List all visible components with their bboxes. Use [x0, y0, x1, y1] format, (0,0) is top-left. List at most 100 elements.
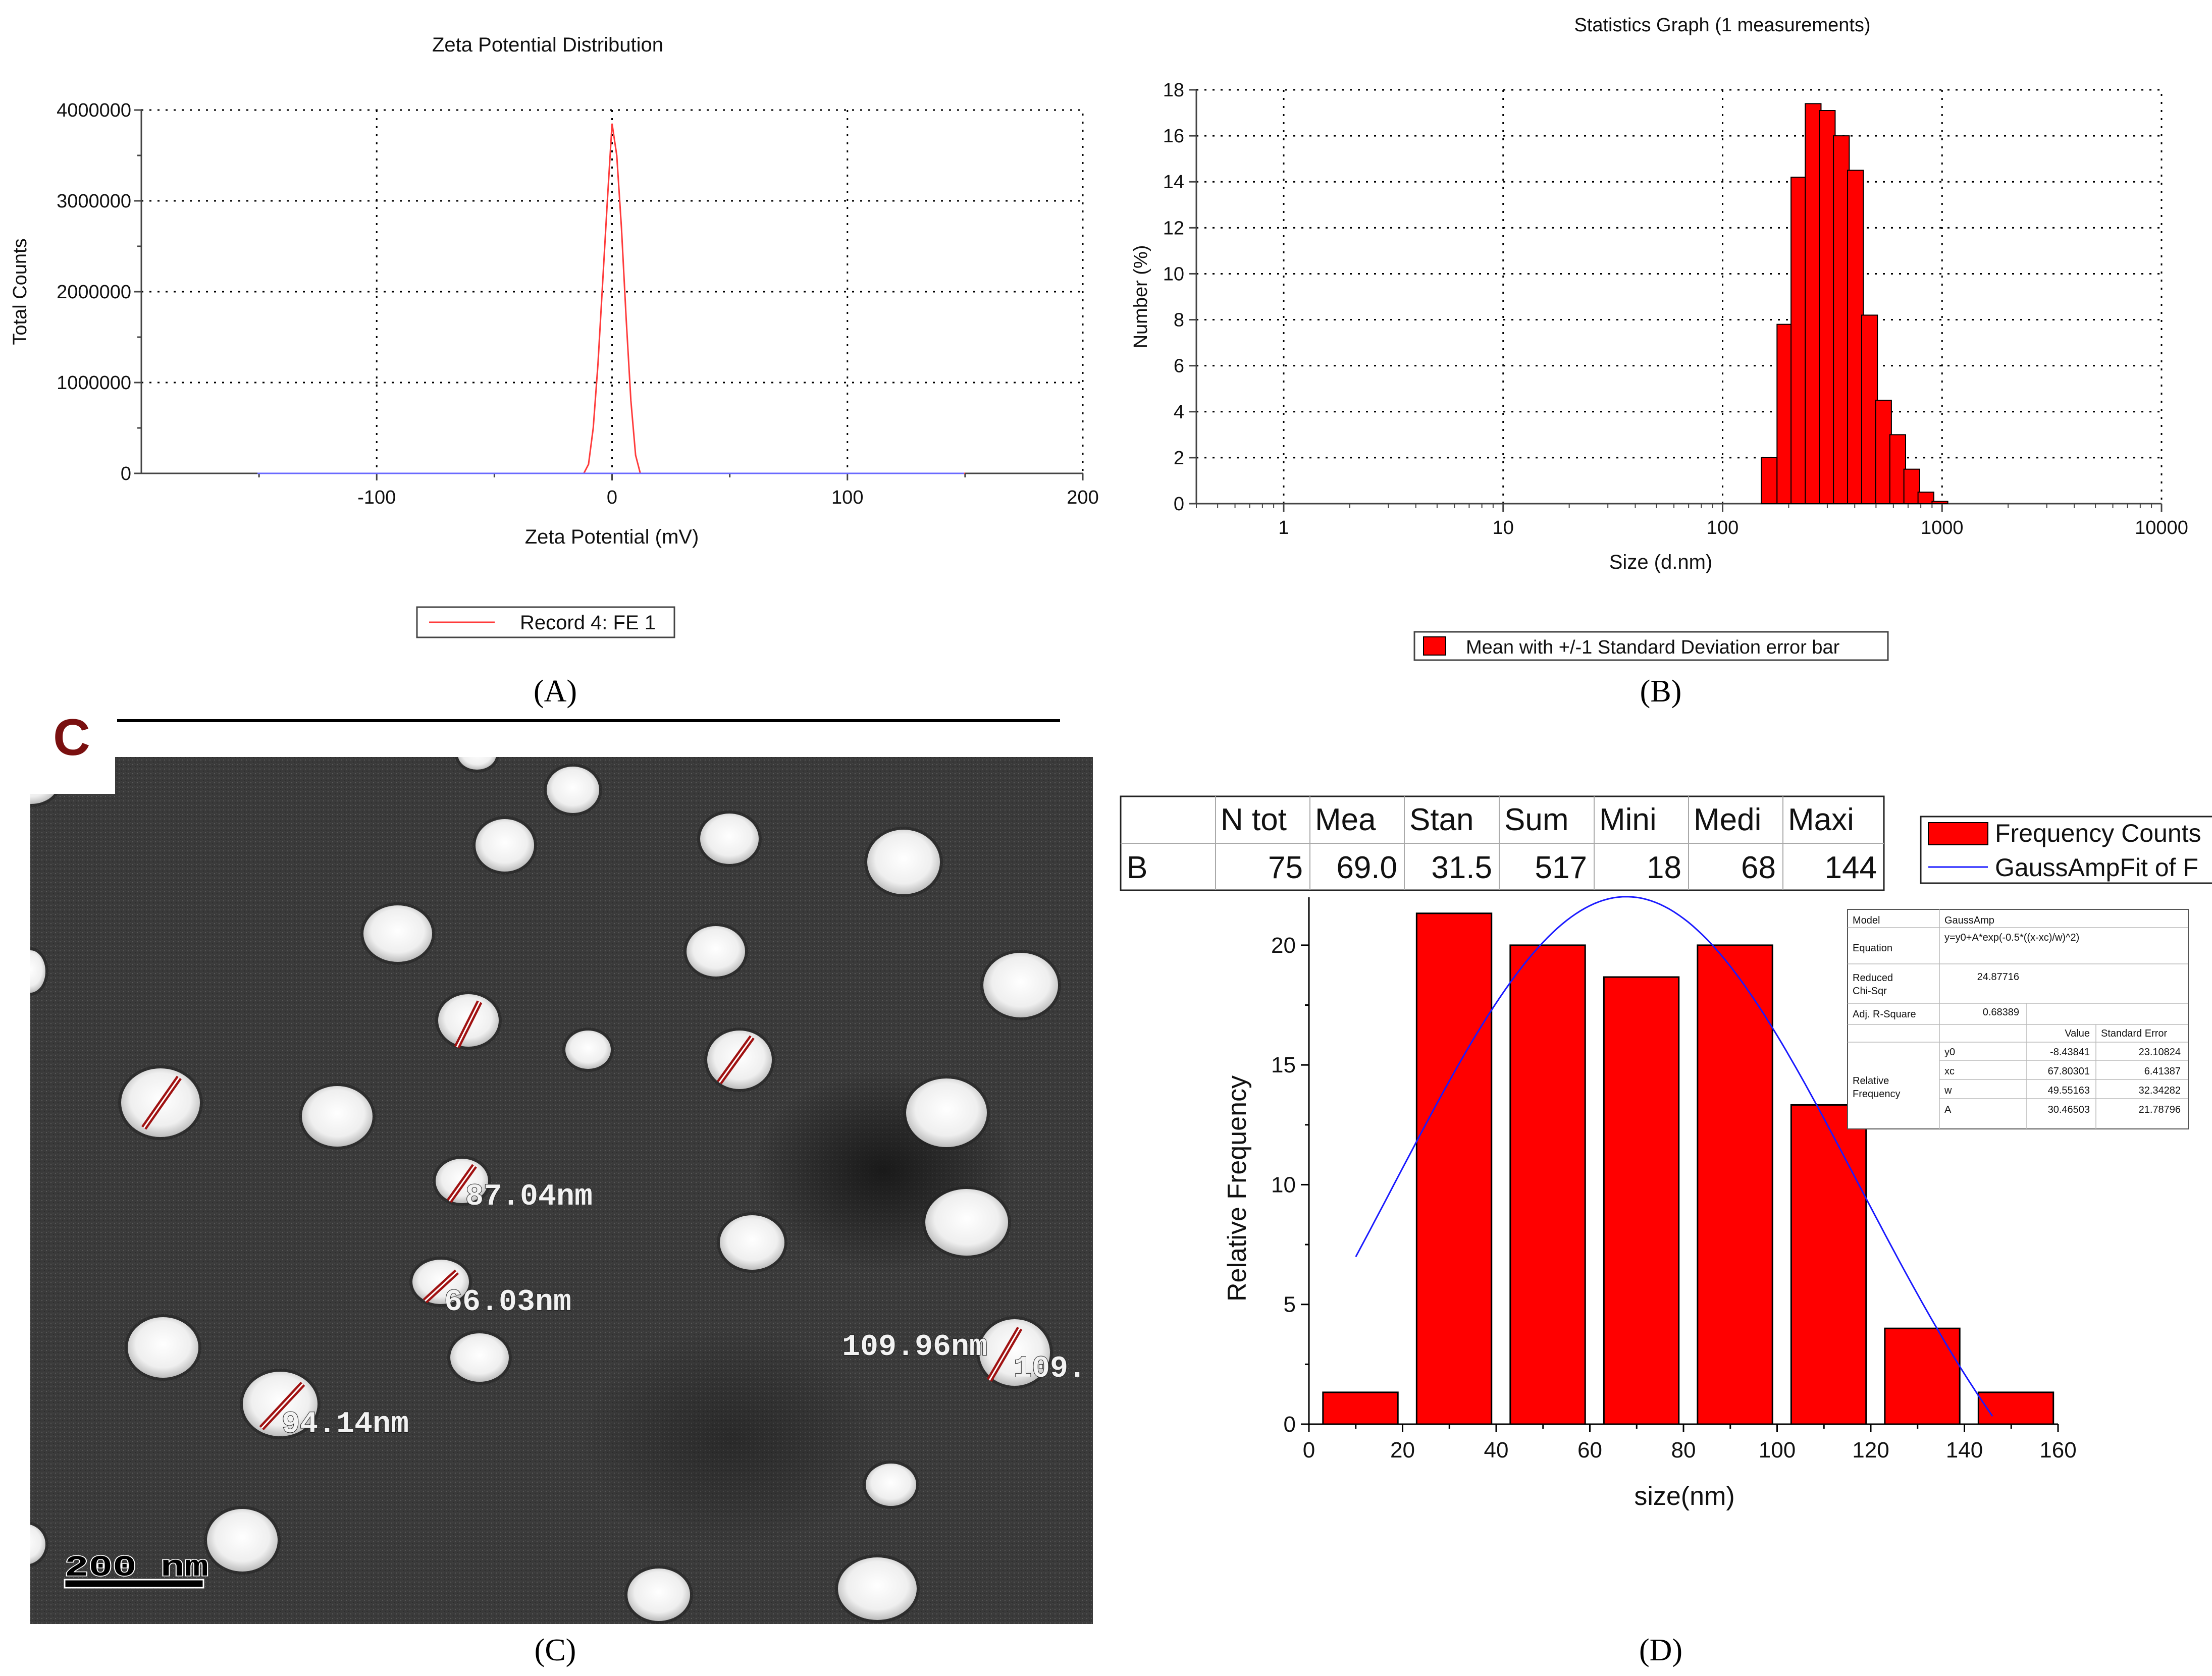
chart-a-x-label: Zeta Potential (mV)	[525, 526, 699, 548]
chart-a-x-tick-label: 100	[831, 487, 863, 508]
stats-table-header-cell: Medi	[1694, 802, 1761, 837]
tem-annotation-87nm: 87.04nm	[465, 1180, 593, 1214]
fit-results-table: Model GaussAmp Equation y=y0+A*exp(-0.5*…	[1847, 909, 2189, 1129]
chart-b-y-tick-label: 8	[1174, 310, 1184, 331]
chart-d-legend-label-fit: GaussAmpFit of F	[1995, 853, 2198, 882]
chart-d-bar	[1977, 1391, 2055, 1425]
panel-a: Zeta Potential Distribution -100 0 100 200 …	[10, 34, 1099, 709]
chart-a-y-label: Total Counts	[10, 238, 31, 345]
panel-label-b: (B)	[1640, 674, 1682, 709]
chart-b-legend: Mean with +/-1 Standard Deviation error …	[1413, 631, 1889, 661]
chart-d-y-tick-label: 5	[1284, 1292, 1296, 1317]
tem-particle	[363, 905, 432, 962]
tem-particle	[983, 953, 1058, 1017]
chart-a-title: Zeta Potential Distribution	[432, 34, 663, 56]
tem-measure-line-core	[424, 1271, 458, 1302]
tem-particle	[707, 1031, 772, 1089]
fit-table-param-error: 32.34282	[2139, 1085, 2181, 1096]
chart-b-legend-label: Mean with +/-1 Standard Deviation error …	[1466, 637, 1840, 658]
tem-particle	[547, 767, 599, 813]
tem-particle	[925, 1189, 1008, 1256]
chart-b-y-tick-label: 16	[1163, 126, 1184, 147]
stats-table-data-row: B 75 69.0 31.5 517 18 68 144	[1127, 850, 1877, 885]
fit-table-param-name: w	[1944, 1085, 1952, 1096]
chart-d-y-ticks: 0 5 10 15 20	[1271, 933, 1309, 1437]
chart-b-x-tick-label: 1000	[1921, 517, 1964, 538]
tem-particle	[565, 1031, 611, 1069]
fit-table-error-header: Standard Error	[2101, 1028, 2168, 1039]
chart-d-y-tick-label: 15	[1271, 1053, 1296, 1077]
stats-table-header-cell: Stan	[1409, 802, 1474, 837]
chart-a-legend: Record 4: FE 1	[416, 606, 675, 638]
tem-particle	[906, 1078, 987, 1147]
chart-b-y-tick-label: 2	[1174, 448, 1184, 469]
chart-a-y-tick-label: 3000000	[57, 191, 131, 212]
chart-a-grid	[141, 110, 1083, 473]
chart-b-x-tick-label: 100	[1707, 517, 1739, 538]
fit-table-value-header: Value	[2065, 1028, 2090, 1039]
fit-table-param-name: y0	[1944, 1047, 1955, 1058]
chart-b-title: Statistics Graph (1 measurements)	[1574, 15, 1870, 36]
tem-particle	[458, 757, 496, 770]
chart-a-y-tick-label: 0	[121, 463, 131, 484]
tem-scale-bar-label: 200 nm	[65, 1552, 208, 1585]
tem-particle	[838, 1557, 917, 1620]
fit-table-model: GaussAmp	[1944, 915, 1994, 926]
chart-d-x-tick-label: 20	[1390, 1438, 1415, 1463]
fit-table-param-name: A	[1944, 1104, 1952, 1115]
chart-b-y-tick-label: 6	[1174, 356, 1184, 377]
chart-a-series-line	[259, 123, 965, 474]
panel-b: Statistics Graph (1 measurements) 1 10 100…	[1130, 15, 2188, 709]
chart-d-bar	[1509, 944, 1586, 1425]
tem-annotation-110nm-partial: 109.	[1014, 1352, 1086, 1386]
chart-b-plot-frame	[1195, 89, 2163, 505]
chart-d-y-tick-label: 10	[1271, 1172, 1296, 1197]
chart-d-bar	[1415, 912, 1493, 1425]
chart-d-x-tick-label: 140	[1946, 1438, 1983, 1463]
chart-b-bar	[1819, 110, 1836, 504]
chart-b-y-tick-label: 14	[1163, 172, 1184, 193]
tem-particle	[866, 1464, 916, 1506]
chart-b-x-ticks: 1 10 100 1000 10000	[1278, 504, 2188, 538]
panel-label-c: (C)	[535, 1633, 576, 1667]
tem-particle	[627, 1569, 690, 1621]
chart-b-y-tick-label: 4	[1174, 402, 1184, 423]
fit-table-param-name: xc	[1944, 1066, 1955, 1077]
chart-a-x-tick-label: 0	[607, 487, 617, 508]
fit-table-param-error: 6.41387	[2144, 1066, 2181, 1077]
fit-table-r2-label: Adj. R-Square	[1853, 1009, 1916, 1020]
chart-b-bar	[1833, 135, 1850, 505]
chart-b-x-tick-label: 1	[1278, 517, 1289, 538]
tem-particle	[30, 1525, 45, 1564]
chart-d-x-tick-label: 120	[1852, 1438, 1889, 1463]
chart-d-x-tick-label: 160	[2039, 1438, 2076, 1463]
chart-b-x-tick-label: 10	[1493, 517, 1514, 538]
stats-table-columns	[1215, 796, 1783, 890]
chart-d-legend: Frequency Counts GaussAmpFit of F	[1920, 816, 2212, 884]
stats-table-header-cell: N tot	[1221, 802, 1287, 837]
fit-table-chisqr-label-2: Chi-Sqr	[1853, 986, 1887, 997]
fit-table-param-value: 30.46503	[2048, 1104, 2090, 1115]
panel-c: 200 nm C 87.04nm 66.03nm 94.14nm 109.96n…	[30, 709, 1093, 1667]
tem-particle	[207, 1509, 278, 1572]
fit-table-param-error: 21.78796	[2139, 1104, 2181, 1115]
tem-particle	[720, 1215, 784, 1270]
tem-measure-lines	[141, 1000, 1023, 1431]
tem-annotations: 87.04nm 66.03nm 94.14nm 109.96nm 109.	[281, 1179, 1087, 1442]
panel-d: N tot Mea Stan Sum Mini Medi Maxi B 75 69.0 31.5 5…	[1120, 795, 2212, 1667]
chart-d-bars	[1322, 912, 2055, 1425]
fit-table-chisqr: 24.87716	[1977, 971, 2019, 983]
tem-annotation-94nm: 94.14nm	[282, 1408, 409, 1442]
chart-b-bar	[1805, 103, 1822, 505]
tem-particle	[302, 1086, 373, 1147]
chart-a-x-tick-label: -100	[357, 487, 396, 508]
chart-d-x-tick-label: 100	[1759, 1438, 1796, 1463]
chart-a-y-tick-label: 4000000	[57, 100, 131, 121]
chart-b-bar	[1931, 501, 1948, 505]
chart-d-legend-label-bar: Frequency Counts	[1995, 819, 2201, 847]
chart-d-y-tick-label: 20	[1271, 933, 1296, 958]
chart-b-y-ticks: 0 2 4 6 8 10 12 14 16 18	[1163, 80, 1196, 515]
fit-table-params: y0 -8.43841 23.10824 xc 67.80301 6.41387 w 49.5…	[1944, 1047, 2181, 1115]
chart-a-y-tick-label: 1000000	[57, 372, 131, 394]
